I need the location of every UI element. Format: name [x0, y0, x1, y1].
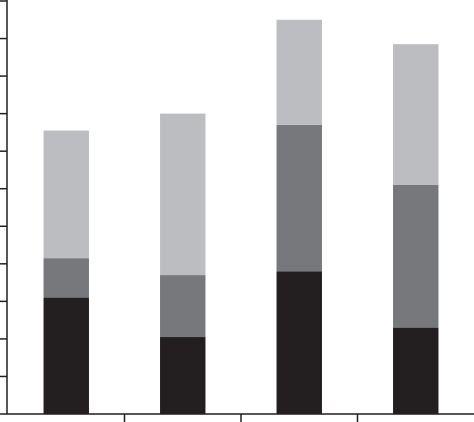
bar-segment: [393, 44, 439, 185]
bar-segment: [43, 258, 89, 298]
bar-segment: [276, 19, 322, 125]
bar-segment: [276, 271, 322, 414]
bar-segment: [393, 327, 439, 414]
bar-segment: [160, 275, 206, 338]
bar-segment: [393, 184, 439, 328]
bar-segment: [160, 113, 206, 276]
bar-segment: [276, 124, 322, 272]
bar-segment: [43, 130, 89, 259]
bar-segment: [160, 337, 206, 414]
bar-segment: [43, 297, 89, 414]
